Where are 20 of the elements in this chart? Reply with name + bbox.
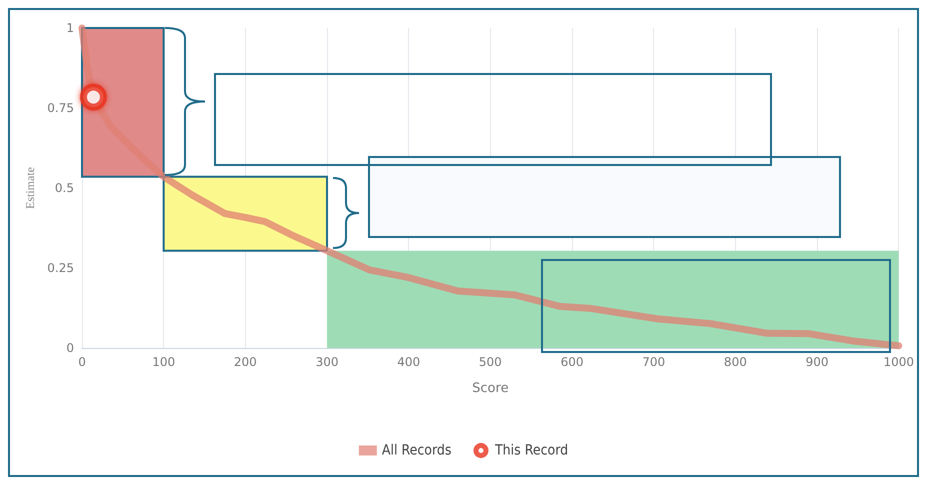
x-tick-label: 600 xyxy=(560,355,584,369)
x-tick-label: 800 xyxy=(724,355,747,369)
y-tick-label: 1 xyxy=(66,21,74,35)
x-tick-label: 300 xyxy=(316,355,338,369)
x-tick-label: 900 xyxy=(806,355,829,369)
y-tick-label: 0 xyxy=(66,341,74,355)
x-axis-title: Score xyxy=(472,381,509,396)
y-tick-label: 0.25 xyxy=(47,261,74,275)
legend-label: All Records xyxy=(382,442,452,458)
x-tick-label: 100 xyxy=(152,355,176,369)
legend-label: This Record xyxy=(494,442,568,458)
x-tick-label: 400 xyxy=(397,355,420,369)
x-tick-label: 200 xyxy=(234,355,257,369)
y-tick-label: 0.75 xyxy=(47,101,74,115)
x-tick-label: 500 xyxy=(478,355,502,369)
y-axis-title: Estimate xyxy=(23,167,37,209)
x-tick-label: 0 xyxy=(78,355,86,369)
y-tick-label: 0.5 xyxy=(54,181,74,195)
x-tick-label: 700 xyxy=(642,355,666,369)
x-tick-label: 1000 xyxy=(883,355,914,369)
